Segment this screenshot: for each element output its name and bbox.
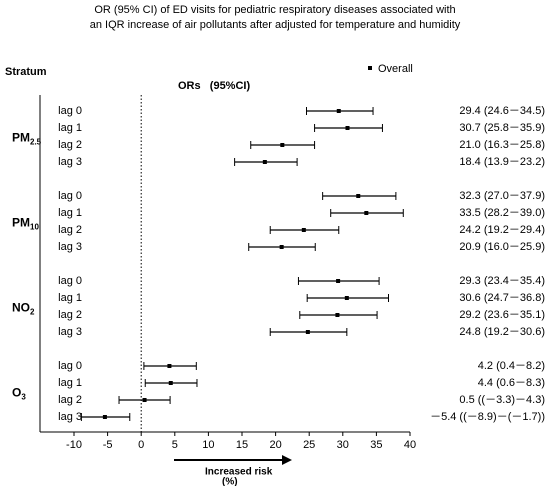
value-label: 30.6 (24.7－36.8): [459, 292, 545, 304]
risk-arrowhead: [282, 455, 292, 465]
point-estimate: [167, 364, 172, 368]
x-tick-label: -5: [103, 439, 113, 451]
title-line: OR (95% CI) of ED visits for pediatric r…: [94, 4, 455, 16]
value-label: 18.4 (13.9－23.2): [459, 156, 545, 168]
lag-label: lag 0: [58, 190, 82, 202]
x-tick-label: 40: [404, 439, 416, 451]
value-label: 29.2 (23.6－35.1): [459, 309, 545, 321]
x-tick-label: 20: [269, 439, 281, 451]
group-label: NO2: [12, 301, 35, 317]
point-estimate: [280, 143, 285, 147]
lag-label: lag 0: [58, 105, 82, 117]
lag-label: lag 1: [58, 292, 82, 304]
value-label: 24.2 (19.2－29.4): [459, 224, 545, 236]
lag-label: lag 1: [58, 122, 82, 134]
title-line: an IQR increase of air pollutants after …: [90, 19, 461, 31]
group-name: PM: [12, 131, 30, 145]
group-label: PM2.5: [12, 131, 42, 147]
lag-label: lag 2: [58, 224, 82, 236]
point-estimate: [364, 211, 369, 215]
lag-label: lag 0: [58, 360, 82, 372]
x-tick-label: 25: [303, 439, 315, 451]
x-label: Increased risk: [205, 467, 273, 478]
value-label: 21.0 (16.3－25.8): [459, 139, 545, 151]
x-tick-label: 5: [172, 439, 178, 451]
lag-label: lag 3: [58, 326, 82, 338]
value-label: 4.4 (0.6－8.3): [478, 377, 545, 389]
lag-label: lag 2: [58, 139, 82, 151]
point-estimate: [262, 160, 267, 164]
value-label: －5.4 ((－8.9)－(－1.7)): [430, 411, 545, 423]
point-estimate: [102, 415, 107, 419]
lag-label: lag 3: [58, 411, 82, 423]
group-label: PM10: [12, 216, 39, 232]
value-label: 29.4 (24.6－34.5): [459, 105, 545, 117]
point-estimate: [356, 194, 361, 198]
value-label: 32.3 (27.0－37.9): [459, 190, 545, 202]
group-subscript: 2: [30, 308, 35, 317]
value-label: 0.5 ((－3.3)－4.3): [459, 394, 545, 406]
value-label: 33.5 (28.2－39.0): [459, 207, 545, 219]
point-estimate: [301, 228, 306, 232]
group-name: NO: [12, 301, 30, 315]
lag-label: lag 3: [58, 241, 82, 253]
group-subscript: 3: [21, 393, 26, 402]
lag-label: lag 2: [58, 394, 82, 406]
point-estimate: [142, 398, 147, 402]
point-estimate: [168, 381, 173, 385]
lag-label: lag 3: [58, 156, 82, 168]
x-label: (%): [222, 477, 238, 486]
group-name: O: [12, 386, 21, 400]
value-label: 24.8 (19.2－30.6): [459, 326, 545, 338]
column-label: ORs (95%CI): [178, 80, 250, 92]
value-label: 20.9 (16.0－25.9): [459, 241, 545, 253]
point-estimate: [345, 126, 350, 130]
x-tick-label: 15: [236, 439, 248, 451]
value-label: 4.2 (0.4－8.2): [478, 360, 545, 372]
legend-marker: [368, 66, 372, 70]
x-tick-label: -10: [66, 439, 82, 451]
legend-label: Overall: [378, 63, 413, 75]
x-tick-label: 0: [138, 439, 144, 451]
value-label: 29.3 (23.4－35.4): [459, 275, 545, 287]
group-subscript: 10: [30, 223, 39, 232]
group-name: PM: [12, 216, 30, 230]
group-subscript: 2.5: [30, 138, 42, 147]
lag-label: lag 1: [58, 377, 82, 389]
value-label: 30.7 (25.8－35.9): [459, 122, 545, 134]
group-label: O3: [12, 386, 26, 402]
x-tick-label: 30: [337, 439, 349, 451]
point-estimate: [336, 279, 341, 283]
point-estimate: [305, 330, 310, 334]
lag-label: lag 0: [58, 275, 82, 287]
stratum-label: Stratum: [5, 66, 47, 78]
point-estimate: [336, 109, 341, 113]
point-estimate: [344, 296, 349, 300]
lag-label: lag 1: [58, 207, 82, 219]
x-tick-label: 10: [202, 439, 214, 451]
lag-label: lag 2: [58, 309, 82, 321]
point-estimate: [279, 245, 284, 249]
point-estimate: [335, 313, 340, 317]
x-tick-label: 35: [370, 439, 382, 451]
